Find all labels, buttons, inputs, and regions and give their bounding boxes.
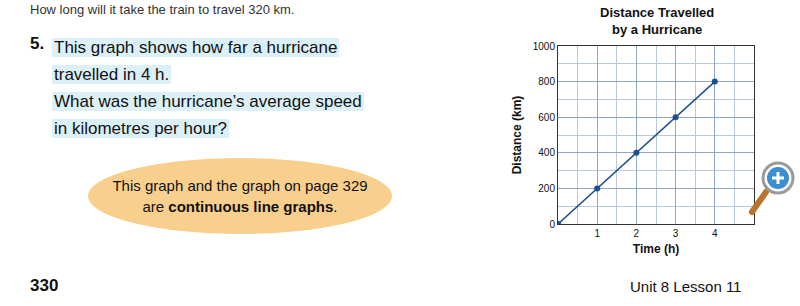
svg-text:Distance Travelledby a Hurrica: Distance Travelledby a Hurricane <box>600 5 714 37</box>
svg-text:Distance (km): Distance (km) <box>510 96 524 175</box>
html-text:What was the hurricane’s avera: What was the hurricane’s average speed <box>54 92 362 111</box>
svg-text:600: 600 <box>538 112 555 123</box>
svg-text:200: 200 <box>538 183 555 194</box>
svg-text:800: 800 <box>538 76 555 87</box>
html-text:This graph shows how far a hur: This graph shows how far a hurricane <box>54 38 338 57</box>
html-text:330: 330 <box>30 276 59 295</box>
html-text:in kilometres per hour?: in kilometres per hour? <box>54 119 227 138</box>
svg-text:2: 2 <box>634 228 640 239</box>
svg-text:0: 0 <box>549 219 555 230</box>
svg-text:400: 400 <box>538 147 555 158</box>
html-text:How long will it take the trai: How long will it take the train to trave… <box>30 2 295 17</box>
html-text:5.: 5. <box>30 34 45 53</box>
svg-text:4: 4 <box>712 228 718 239</box>
html-text:This graph and the graph on pa: This graph and the graph on page 329 <box>112 177 368 194</box>
html-text:travelled in 4 h.: travelled in 4 h. <box>54 65 170 84</box>
svg-text:3: 3 <box>673 228 679 239</box>
html-text:are continuous line graphs.: are continuous line graphs. <box>142 198 338 215</box>
html-text:Unit 8 Lesson 11: Unit 8 Lesson 11 <box>630 278 742 295</box>
svg-text:1: 1 <box>594 228 600 239</box>
svg-text:Time (h): Time (h) <box>633 242 679 256</box>
svg-text:1000: 1000 <box>533 41 556 52</box>
